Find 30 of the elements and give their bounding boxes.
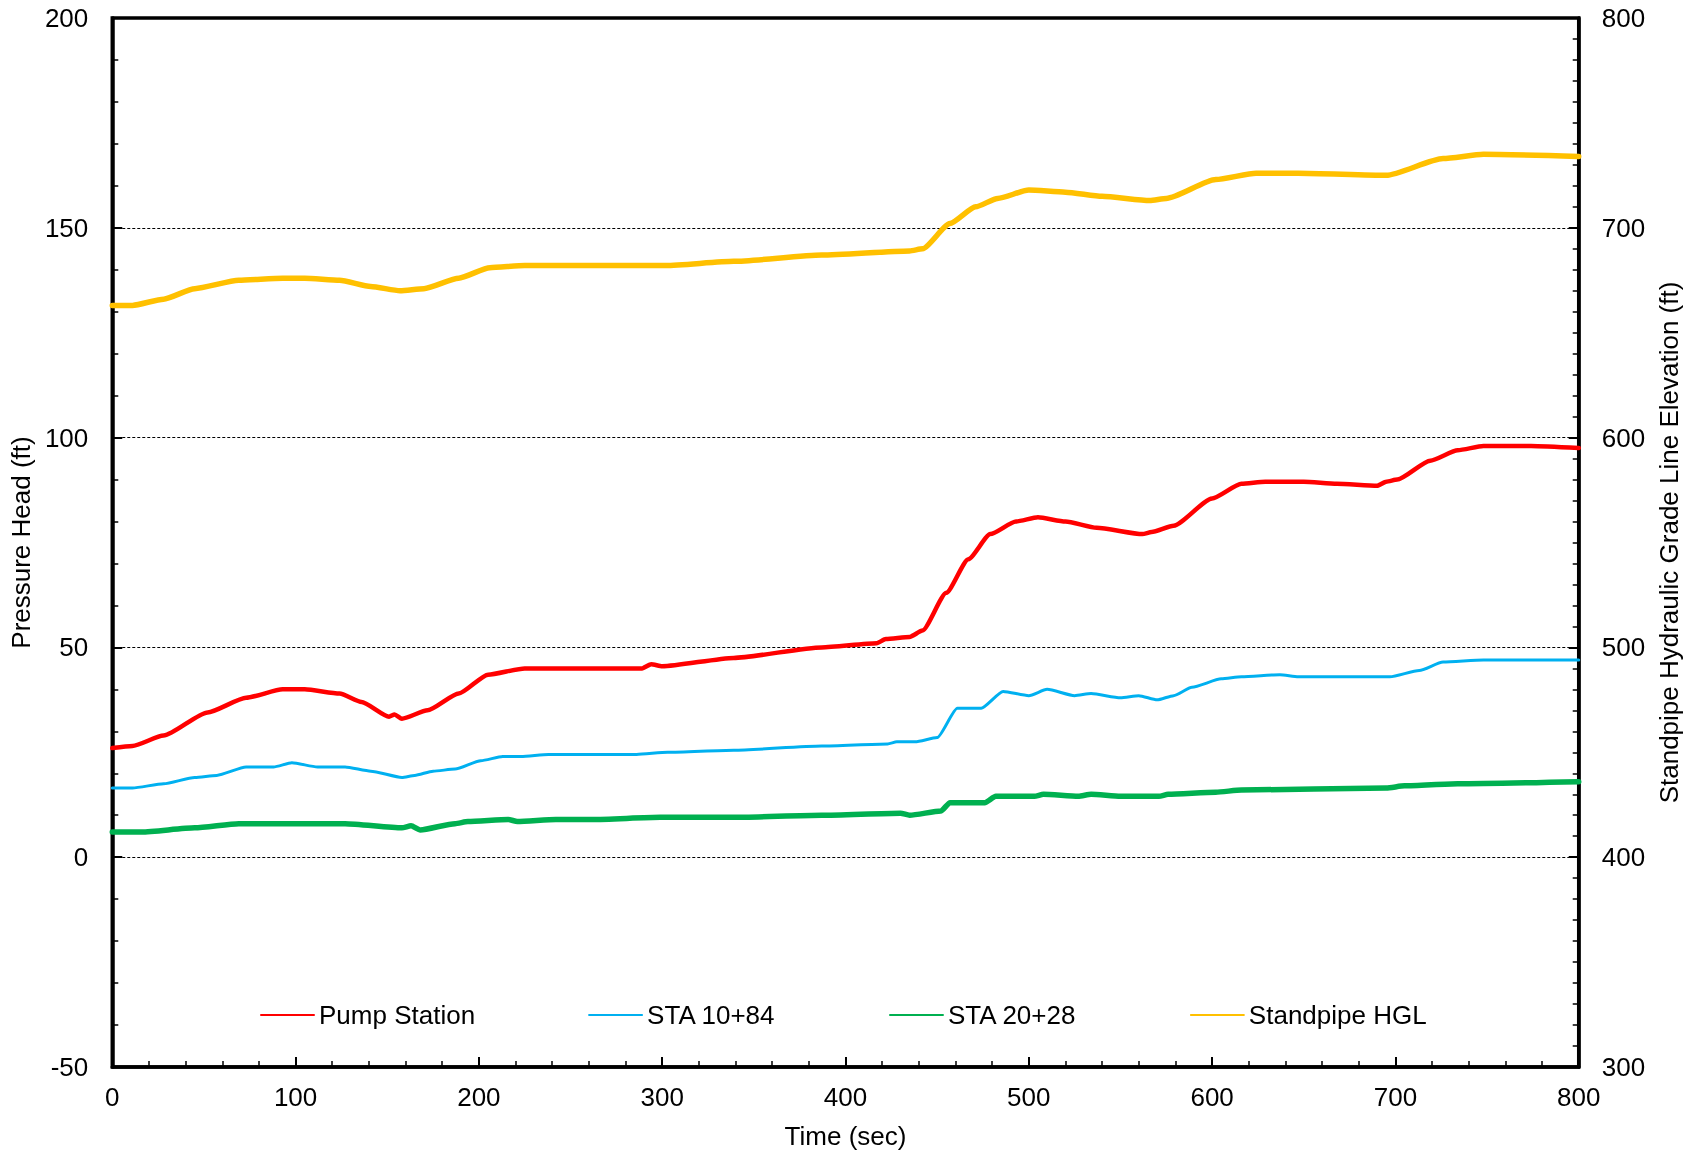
x-tick-label: 200 (457, 1082, 501, 1112)
x-tick-label: 300 (640, 1082, 684, 1112)
y2-tick-label: 400 (1601, 842, 1646, 873)
y-tick-label: -50 (50, 1052, 89, 1082)
y-tick-label: 0 (73, 842, 89, 873)
line-series (110, 443, 1581, 751)
y2-tick-label: 600 (1601, 422, 1646, 453)
legend-label: Standpipe HGL (1248, 1000, 1427, 1030)
x-tick-label: 400 (823, 1082, 868, 1112)
legend-label: Pump Station (319, 1000, 476, 1030)
x-tick-label: 100 (273, 1082, 318, 1112)
x-tick-label: 500 (1007, 1082, 1051, 1112)
y-tick-label: 100 (44, 422, 89, 453)
x-tick-label: 0 (105, 1082, 120, 1112)
y-axis-title: Pressure Head (ft) (6, 436, 36, 649)
x-tick-label: 800 (1557, 1082, 1601, 1112)
legend-label: STA 20+28 (947, 1000, 1076, 1030)
y2-tick-label: 500 (1601, 632, 1646, 663)
y-tick-label: 50 (59, 632, 89, 663)
y2-tick-label: 800 (1601, 3, 1646, 33)
y2-tick-label: 700 (1601, 212, 1646, 243)
x-axis-title: Time (sec) (784, 1121, 907, 1151)
legend-label: STA 10+84 (647, 1000, 775, 1030)
x-tick-label: 600 (1190, 1082, 1234, 1112)
y-tick-label: 150 (44, 212, 89, 243)
line-series (110, 658, 1581, 790)
y2-tick-label: 300 (1601, 1052, 1646, 1082)
y2-axis-title: Standpipe Hydraulic Grade Line Elevation (ft) (1654, 281, 1684, 804)
x-tick-label: 700 (1373, 1082, 1418, 1112)
y-tick-label: 200 (44, 3, 89, 33)
